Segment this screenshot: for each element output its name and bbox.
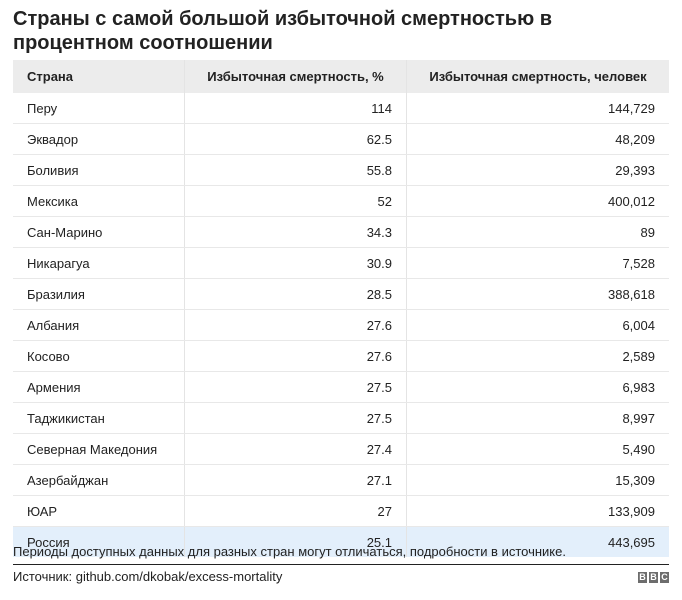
cell-people: 2,589 [406,340,669,372]
table-row: Перу 114 144,729 [13,93,669,124]
cell-people: 6,004 [406,309,669,341]
table-row: Эквадор 62.5 48,209 [13,123,669,155]
column-header-percent: Избыточная смертность, % [184,60,407,93]
table-row: Армения 27.5 6,983 [13,371,669,403]
table-row: Боливия 55.8 29,393 [13,154,669,186]
table-row: Сан-Марино 34.3 89 [13,216,669,248]
cell-country: Косово [13,340,185,372]
cell-country: Россия [13,526,185,557]
cell-people: 443,695 [406,526,669,557]
cell-country: Сан-Марино [13,216,185,248]
cell-people: 29,393 [406,154,669,186]
data-table: Страна Избыточная смертность, % Избыточн… [13,60,669,557]
bbc-logo-letter: B [649,572,658,583]
cell-country: ЮАР [13,495,185,527]
cell-people: 388,618 [406,278,669,310]
cell-percent: 27.5 [184,402,407,434]
cell-people: 7,528 [406,247,669,279]
cell-country: Бразилия [13,278,185,310]
table-row-highlighted: Россия 25.1 443,695 [13,526,669,557]
table-row: ЮАР 27 133,909 [13,495,669,527]
cell-people: 15,309 [406,464,669,496]
cell-people: 89 [406,216,669,248]
page-title: Страны с самой большой избыточной смертн… [13,8,553,54]
cell-country: Таджикистан [13,402,185,434]
cell-country: Перу [13,93,185,124]
bbc-logo-letter: C [660,572,669,583]
cell-country: Эквадор [13,123,185,155]
bbc-logo: B B C [638,572,669,583]
table-row: Албания 27.6 6,004 [13,309,669,341]
table-header-row: Страна Избыточная смертность, % Избыточн… [13,60,669,93]
table-row: Никарагуа 30.9 7,528 [13,247,669,279]
cell-country: Мексика [13,185,185,217]
cell-country: Албания [13,309,185,341]
cell-percent: 27.5 [184,371,407,403]
cell-percent: 62.5 [184,123,407,155]
bbc-logo-letter: B [638,572,647,583]
table-row: Косово 27.6 2,589 [13,340,669,372]
cell-people: 133,909 [406,495,669,527]
cell-percent: 27.6 [184,340,407,372]
cell-country: Азербайджан [13,464,185,496]
cell-percent: 34.3 [184,216,407,248]
cell-country: Никарагуа [13,247,185,279]
table-row: Северная Македония 27.4 5,490 [13,433,669,465]
divider [13,564,669,565]
cell-people: 144,729 [406,93,669,124]
cell-percent: 27.4 [184,433,407,465]
cell-people: 5,490 [406,433,669,465]
table-row: Мексика 52 400,012 [13,185,669,217]
cell-people: 6,983 [406,371,669,403]
column-header-country: Страна [13,60,185,93]
column-header-people: Избыточная смертность, человек [406,60,669,93]
cell-percent: 25.1 [184,526,407,557]
cell-percent: 28.5 [184,278,407,310]
cell-percent: 27.1 [184,464,407,496]
cell-people: 48,209 [406,123,669,155]
table-row: Бразилия 28.5 388,618 [13,278,669,310]
cell-people: 8,997 [406,402,669,434]
cell-percent: 30.9 [184,247,407,279]
cell-percent: 27 [184,495,407,527]
source-text: Источник: github.com/dkobak/excess-morta… [13,569,283,584]
cell-percent: 27.6 [184,309,407,341]
cell-country: Северная Македония [13,433,185,465]
cell-country: Боливия [13,154,185,186]
table-row: Таджикистан 27.5 8,997 [13,402,669,434]
cell-country: Армения [13,371,185,403]
table-row: Азербайджан 27.1 15,309 [13,464,669,496]
cell-people: 400,012 [406,185,669,217]
cell-percent: 114 [184,93,407,124]
cell-percent: 52 [184,185,407,217]
cell-percent: 55.8 [184,154,407,186]
footnote: Периоды доступных данных для разных стра… [13,544,566,559]
